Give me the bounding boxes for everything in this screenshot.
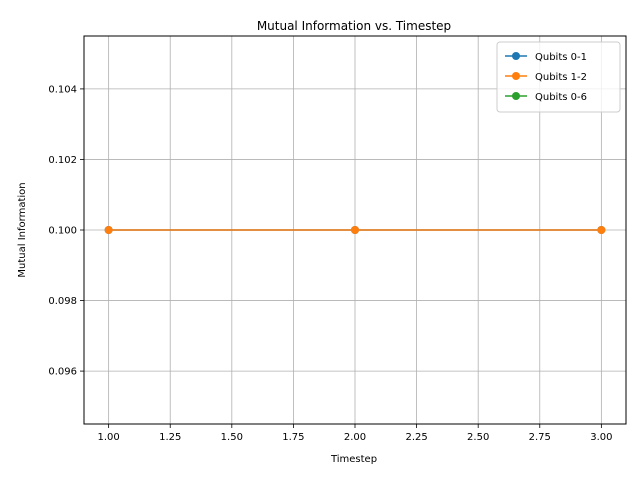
legend-label: Qubits 0-6 — [535, 92, 587, 103]
x-tick-label: 1.50 — [221, 432, 243, 443]
y-tick-label: 0.104 — [48, 84, 77, 95]
x-tick-label: 1.75 — [282, 432, 304, 443]
legend-label: Qubits 0-1 — [535, 52, 587, 63]
legend-label: Qubits 1-2 — [535, 72, 587, 83]
data-point — [104, 226, 113, 234]
legend-swatch-marker — [512, 52, 520, 60]
legend-item: Qubits 0-6 — [505, 92, 587, 103]
legend-box — [496, 41, 621, 113]
x-tick-label: 2.75 — [529, 432, 551, 443]
axis-ticks: 1.00 1.25 1.50 1.75 2.00 2.25 2.50 2.75 3.00 0.09… — [48, 84, 612, 443]
x-tick-label: 3.00 — [590, 432, 612, 443]
legend: Qubits 0-1 Qubits 1-2 Qubits 0-6 — [496, 41, 621, 113]
series-group — [104, 226, 606, 234]
data-point — [351, 226, 359, 234]
legend-item: Qubits 1-2 — [505, 72, 587, 83]
legend-item: Qubits 0-1 — [505, 52, 587, 63]
x-tick-label: 2.50 — [467, 432, 489, 443]
chart-title: Mutual Information vs. Timestep — [257, 19, 451, 33]
y-tick-label: 0.096 — [48, 367, 77, 378]
y-axis-label: Mutual Information — [17, 182, 28, 277]
data-point — [597, 226, 606, 234]
y-tick-label: 0.100 — [48, 226, 77, 237]
x-tick-label: 1.00 — [98, 432, 120, 443]
legend-swatch-marker — [512, 92, 520, 100]
x-tick-label: 2.00 — [344, 432, 366, 443]
y-tick-label: 0.098 — [48, 296, 77, 307]
y-tick-label: 0.102 — [48, 155, 77, 166]
legend-swatch-marker — [512, 72, 520, 80]
series-2 — [104, 226, 606, 234]
x-axis-label: Timestep — [330, 454, 377, 465]
x-tick-label: 2.25 — [405, 432, 427, 443]
x-tick-label: 1.25 — [159, 432, 181, 443]
